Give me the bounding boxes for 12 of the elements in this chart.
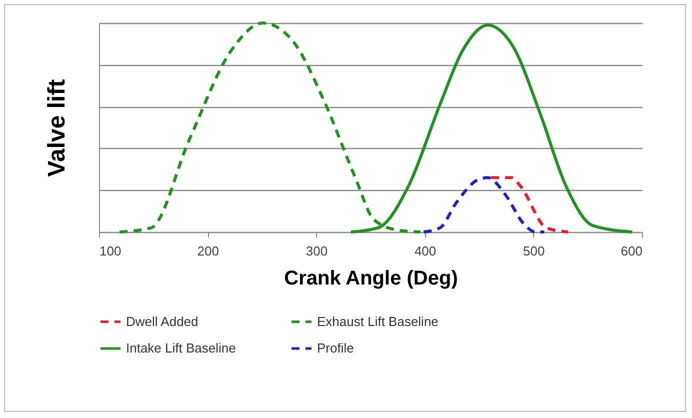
x-tick-label: 100 xyxy=(100,244,122,258)
y-axis-title: Valve lift xyxy=(44,79,70,177)
legend-label: Profile xyxy=(317,340,354,356)
legend-label: Intake Lift Baseline xyxy=(126,340,236,356)
x-tick-label: 300 xyxy=(306,244,328,258)
x-tick-label: 400 xyxy=(414,244,436,258)
x-tick-label: 200 xyxy=(197,244,219,258)
x-axis-title: Crank Angle (Deg) xyxy=(284,268,458,290)
legend-label: Exhaust Lift Baseline xyxy=(317,314,438,329)
x-tick-label: 500 xyxy=(523,244,545,258)
x-tick-label: 600 xyxy=(620,244,642,258)
legend-label: Dwell Added xyxy=(126,314,198,329)
